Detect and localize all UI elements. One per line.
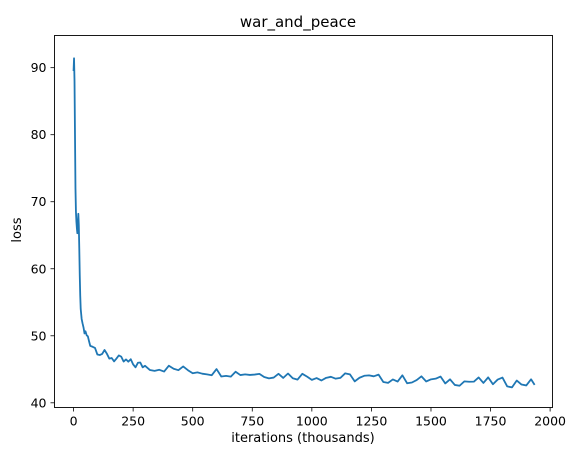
- y-tick-label: 40: [31, 395, 47, 410]
- plot-frame: [54, 35, 553, 408]
- x-axis-label: iterations (thousands): [231, 431, 375, 446]
- x-axis: 0 250 500 750 1000 1250 1500 1750 2000: [70, 407, 566, 429]
- chart-title: war_and_peace: [240, 13, 356, 32]
- y-tick-label: 90: [31, 60, 47, 75]
- y-tick-label: 60: [31, 261, 47, 276]
- x-tick-label: 500: [181, 414, 205, 429]
- plot-area: [72, 57, 536, 389]
- x-tick-label: 750: [240, 414, 264, 429]
- x-tick-label: 1000: [296, 414, 328, 429]
- loss-series-line: [72, 57, 536, 389]
- x-tick-label: 250: [121, 414, 145, 429]
- y-tick-label: 50: [31, 328, 47, 343]
- y-tick-label: 70: [31, 194, 47, 209]
- x-tick-label: 0: [70, 414, 78, 429]
- y-axis: 40 50 60 70 80 90: [31, 60, 55, 410]
- x-tick-label: 1250: [356, 414, 388, 429]
- y-axis-label: loss: [10, 217, 25, 242]
- x-tick-label: 1500: [415, 414, 447, 429]
- x-tick-label: 1750: [475, 414, 507, 429]
- x-tick-label: 2000: [534, 414, 566, 429]
- y-tick-label: 80: [31, 127, 47, 142]
